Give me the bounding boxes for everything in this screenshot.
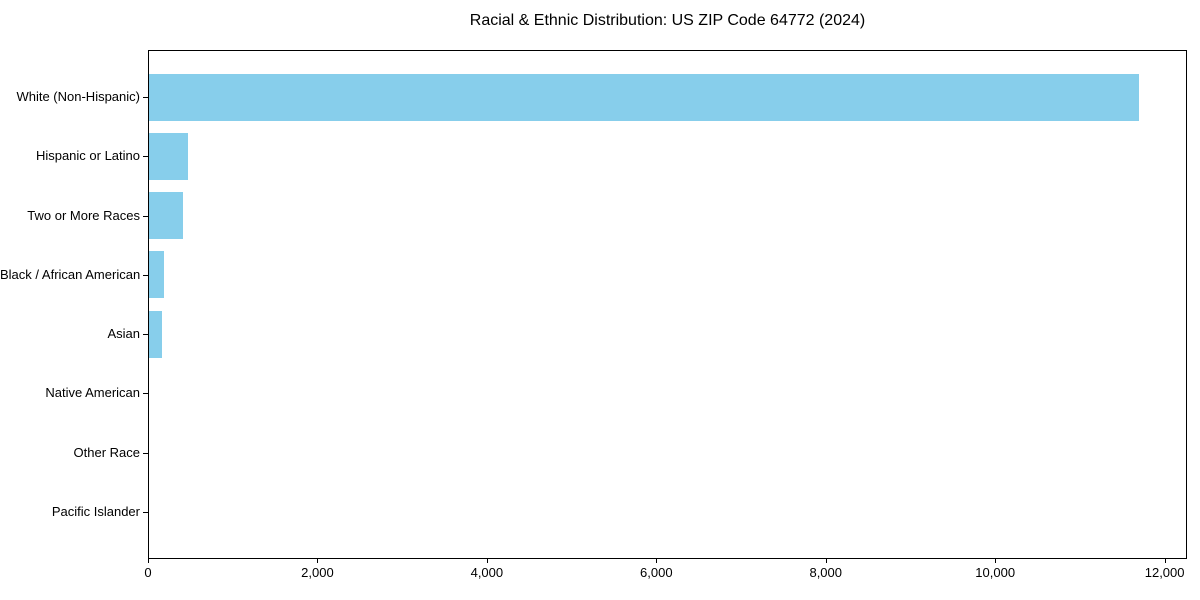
y-tick-mark [143,215,148,217]
x-tick-label: 6,000 [640,565,673,580]
bar [149,132,188,180]
x-tick-mark [995,559,997,563]
y-tick-label: Other Race [73,444,140,460]
y-tick-label: Pacific Islander [51,504,140,519]
x-tick-mark [317,559,319,563]
bar [149,192,183,240]
x-tick-label: 2,000 [301,565,334,580]
x-tick-mark [656,559,658,563]
x-tick-mark [1164,559,1166,563]
y-tick-mark [143,334,148,336]
x-tick-label: 12,000 [1144,565,1185,580]
chart-title: Racial & Ethnic Distribution: US ZIP Cod… [469,12,866,29]
x-tick-label: 4,000 [470,565,504,580]
x-tick-label: 0 [144,565,152,580]
y-tick-label: Hispanic or Latino [35,148,140,164]
x-tick-label: 8,000 [809,565,843,580]
y-tick-mark [143,452,148,454]
y-tick-mark [143,156,148,158]
y-tick-mark [143,274,148,276]
y-tick-mark [143,97,148,98]
bar [149,310,162,358]
y-tick-mark [143,512,148,513]
plot-area [148,50,1187,559]
x-tick-mark [486,559,488,563]
y-tick-label: White (Non-Hispanic) [16,89,140,104]
y-tick-label: Asian [107,326,140,342]
y-tick-label: Two or More Races [27,207,140,223]
bar [149,73,1139,121]
x-tick-mark [148,559,149,563]
y-tick-label: Black / African American [0,266,141,282]
x-tick-label: 10,000 [975,565,1016,580]
y-tick-mark [143,393,148,395]
y-tick-label: Native American [45,385,140,401]
x-tick-mark [825,559,827,563]
bar [149,251,165,299]
